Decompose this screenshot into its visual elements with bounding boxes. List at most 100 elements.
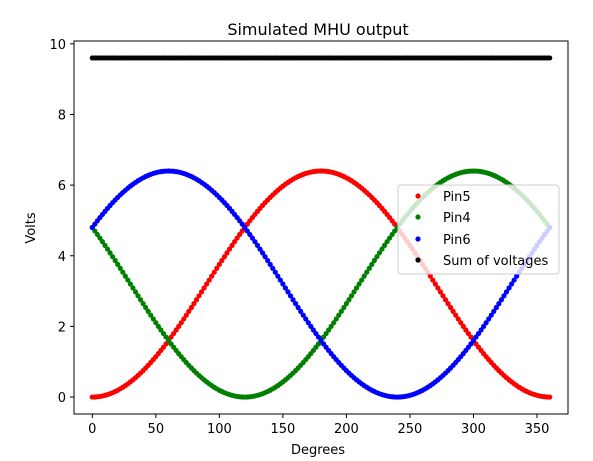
data-point-pin5 [432, 281, 438, 287]
data-point-pin6 [277, 277, 283, 283]
data-point-pin4 [369, 261, 375, 267]
data-point-pin5 [445, 301, 451, 307]
series-sum-of-voltages [89, 55, 553, 61]
data-point-pin4 [328, 323, 334, 329]
data-point-pin6 [506, 285, 512, 291]
data-point-pin5 [460, 323, 466, 329]
data-point-pin5 [173, 327, 179, 333]
data-point-pin4 [115, 261, 121, 267]
data-point-pin6 [491, 308, 497, 314]
data-point-pin5 [211, 269, 217, 275]
data-point-pin6 [511, 277, 517, 283]
data-point-pin4 [333, 316, 339, 322]
data-point-pin5 [437, 289, 444, 295]
data-point-pin5 [226, 246, 233, 252]
data-point-pin6 [280, 281, 286, 287]
data-point-pin6 [496, 301, 502, 307]
data-point-pin6 [254, 242, 261, 248]
chart-title: Simulated MHU output [227, 20, 408, 39]
legend-marker-sum [415, 257, 421, 263]
data-point-pin6 [267, 261, 273, 267]
data-point-pin4 [122, 273, 128, 279]
data-point-pin4 [97, 235, 103, 241]
data-point-pin4 [364, 269, 370, 275]
data-point-sum-of-voltages [547, 55, 553, 61]
data-point-pin5 [206, 277, 212, 283]
data-point-pin6 [270, 265, 276, 271]
data-point-pin5 [193, 297, 200, 303]
data-point-pin5 [435, 285, 441, 291]
data-point-pin5 [224, 250, 230, 256]
legend-label-pin5: Pin5 [443, 190, 471, 205]
data-point-pin5 [442, 297, 449, 303]
legend-entry-sum: Sum of voltages [415, 254, 549, 269]
data-point-pin6 [308, 323, 314, 329]
data-point-pin4 [361, 273, 367, 279]
data-point-pin5 [427, 273, 433, 279]
data-point-pin4 [132, 289, 139, 295]
data-point-pin6 [514, 273, 520, 279]
data-point-pin4 [356, 281, 362, 287]
legend-marker-pin4 [415, 214, 421, 220]
y-tick-label: 6 [58, 179, 66, 194]
data-point-pin5 [209, 273, 215, 279]
data-point-pin6 [275, 273, 281, 279]
data-point-pin5 [453, 312, 459, 318]
data-point-pin4 [153, 320, 159, 326]
data-point-pin4 [366, 265, 372, 271]
data-point-pin5 [198, 289, 205, 295]
data-point-pin4 [99, 239, 106, 245]
data-point-pin5 [214, 265, 220, 271]
x-tick-label: 200 [334, 422, 359, 437]
data-point-pin6 [285, 289, 291, 295]
data-point-pin6 [303, 316, 309, 322]
data-point-pin6 [257, 246, 263, 252]
data-point-pin4 [341, 304, 347, 311]
legend-label-sum: Sum of voltages [443, 254, 549, 269]
legend-marker-pin5 [415, 193, 421, 199]
data-point-pin6 [262, 254, 268, 260]
data-point-pin4 [374, 254, 380, 260]
data-point-pin6 [282, 285, 289, 291]
data-point-pin4 [379, 246, 385, 252]
data-point-pin4 [143, 304, 149, 311]
data-point-pin4 [148, 312, 154, 318]
data-point-pin4 [145, 308, 151, 314]
data-point-pin5 [232, 239, 238, 245]
data-point-pin4 [102, 242, 108, 248]
y-tick-label: 10 [49, 38, 66, 53]
data-point-pin5 [450, 308, 456, 314]
data-point-pin4 [127, 281, 134, 287]
y-tick-label: 8 [58, 108, 66, 123]
data-point-pin5 [181, 316, 187, 322]
data-point-pin5 [216, 261, 222, 267]
data-point-pin5 [201, 285, 207, 291]
legend: Pin5 Pin4 Pin6 Sum of voltages [397, 184, 560, 275]
x-tick-label: 350 [525, 422, 550, 437]
data-point-pin6 [501, 293, 507, 299]
legend-marker-pin6 [415, 236, 421, 242]
data-point-pin6 [503, 289, 510, 295]
data-point-pin6 [498, 297, 505, 303]
data-point-pin6 [508, 281, 515, 287]
data-point-pin6 [265, 257, 271, 264]
data-point-pin4 [336, 312, 342, 318]
data-point-pin5 [458, 320, 464, 326]
data-point-pin5 [448, 304, 454, 311]
data-point-pin4 [359, 277, 365, 283]
data-point-pin5 [176, 323, 182, 329]
legend-entry-pin5: Pin5 [415, 190, 471, 205]
data-point-pin5 [178, 320, 184, 326]
data-point-pin4 [381, 242, 388, 248]
data-point-pin6 [483, 320, 489, 326]
data-point-pin6 [478, 327, 484, 333]
data-point-pin4 [343, 301, 350, 307]
x-tick-label: 250 [398, 422, 423, 437]
data-point-pin4 [376, 250, 383, 256]
y-tick-label: 0 [58, 391, 66, 406]
data-point-pin5 [440, 293, 446, 299]
legend-entry-pin4: Pin4 [415, 211, 471, 226]
data-point-pin4 [137, 297, 144, 303]
data-point-pin4 [104, 246, 111, 252]
data-point-pin4 [140, 301, 146, 307]
